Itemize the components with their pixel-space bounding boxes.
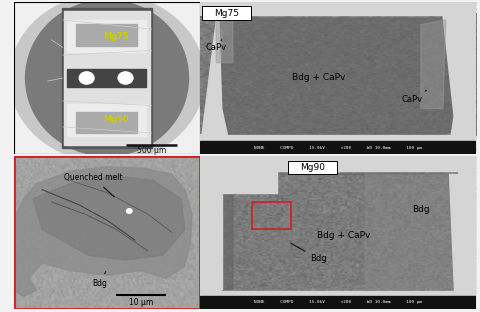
Text: Mg75: Mg75	[103, 32, 129, 41]
Text: Bdg: Bdg	[92, 272, 107, 288]
Text: NONE      COMPO      15.0kV      ×200      WD 10.0mm      100 μm: NONE COMPO 15.0kV ×200 WD 10.0mm 100 μm	[253, 300, 421, 305]
Text: CaPv: CaPv	[204, 40, 226, 52]
Text: Mg90: Mg90	[300, 163, 324, 172]
Circle shape	[126, 209, 132, 213]
Bar	[67, 69, 145, 87]
Text: CaPv: CaPv	[401, 90, 425, 105]
Circle shape	[118, 72, 132, 84]
Bar	[252, 202, 290, 229]
Text: Bdg + CaPv: Bdg + CaPv	[316, 231, 369, 240]
Text: Bdg: Bdg	[411, 205, 429, 214]
Polygon shape	[199, 22, 227, 154]
Bar	[67, 104, 145, 136]
Bar	[199, 296, 475, 309]
Bar	[199, 141, 475, 154]
Text: Mg75: Mg75	[214, 8, 239, 17]
Polygon shape	[365, 174, 456, 289]
Bar	[61, 8, 152, 148]
Ellipse shape	[10, 0, 204, 162]
Polygon shape	[199, 2, 475, 15]
Polygon shape	[199, 156, 276, 193]
Text: 10 μm: 10 μm	[129, 298, 153, 307]
Bar	[75, 24, 136, 46]
Bar	[202, 6, 250, 20]
Text: Mg90: Mg90	[103, 115, 129, 124]
Text: Quenched melt: Quenched melt	[64, 173, 123, 197]
Polygon shape	[199, 134, 475, 154]
Text: Bdg + CaPv: Bdg + CaPv	[291, 74, 345, 82]
Bar	[75, 112, 136, 133]
Polygon shape	[33, 176, 184, 260]
Polygon shape	[420, 20, 445, 109]
Polygon shape	[14, 167, 192, 297]
Polygon shape	[216, 15, 456, 134]
Polygon shape	[216, 20, 232, 63]
Circle shape	[79, 72, 94, 84]
Bar	[67, 20, 145, 52]
Bar	[63, 11, 149, 145]
Text: 500 μm: 500 μm	[136, 146, 166, 155]
Polygon shape	[221, 174, 456, 289]
Ellipse shape	[25, 0, 188, 156]
Polygon shape	[199, 290, 475, 309]
Polygon shape	[442, 15, 475, 134]
Polygon shape	[447, 174, 475, 290]
Polygon shape	[199, 156, 475, 171]
Text: Bdg: Bdg	[290, 243, 326, 264]
Text: NONE      COMPO      15.0kV      ×200      WD 10.0mm      100 μm: NONE COMPO 15.0kV ×200 WD 10.0mm 100 μm	[253, 146, 421, 150]
Polygon shape	[199, 171, 221, 289]
Bar	[288, 161, 336, 174]
